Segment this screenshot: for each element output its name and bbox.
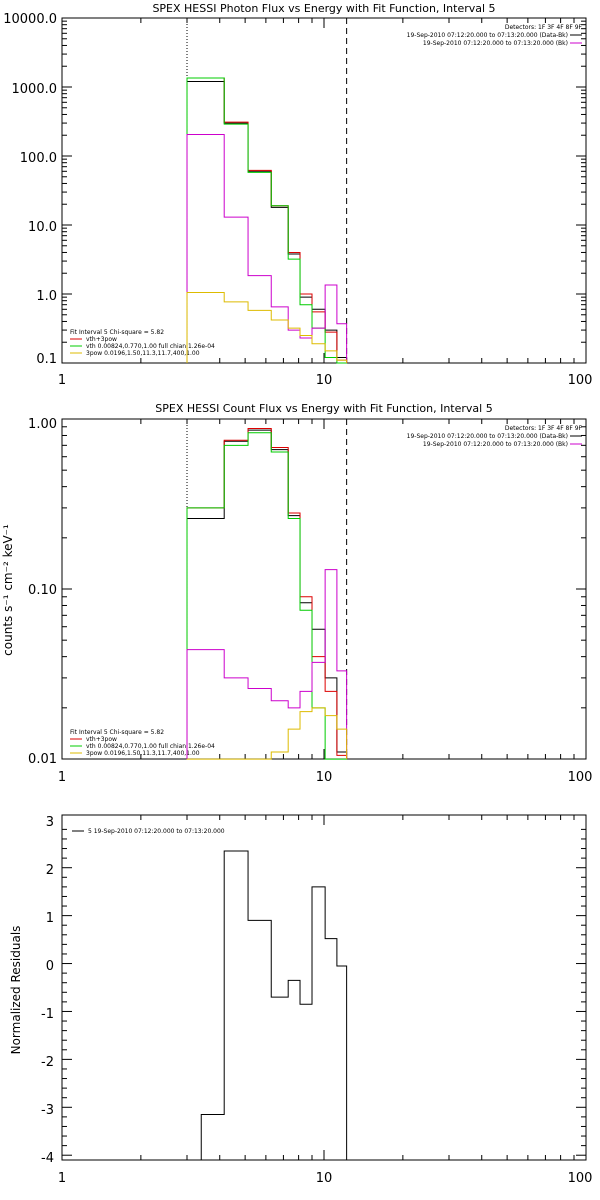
count-y-tick-label: 0.10 xyxy=(28,583,57,598)
residuals-y-tick-label: -1 xyxy=(41,1007,54,1022)
residuals-y-tick-label: 1 xyxy=(46,911,54,926)
photon-bk-interval-label: 19-Sep-2010 07:12:20.000 to 07:13:20.000… xyxy=(423,40,568,47)
photon-fit-header: Fit Interval 5 Chi-square = 5.82 xyxy=(70,329,164,336)
photon-fit-total-label: vth+3pow xyxy=(86,336,117,343)
count-y-tick-labels: 1.00 0.10 0.01 xyxy=(28,417,57,767)
count-info-legend: Detectors: 1F 3F 4F 8F 9F 19-Sep-2010 07… xyxy=(407,425,583,448)
photon-series-group xyxy=(186,77,348,364)
count-bk-interval-label: 19-Sep-2010 07:12:20.000 to 07:13:20.000… xyxy=(423,441,568,448)
count-x-tick-label: 1 xyxy=(58,770,66,785)
count-series-2-line xyxy=(186,432,348,760)
photon-y-tick-label: 10.0 xyxy=(28,220,57,235)
photon-y-tick-label: 1.0 xyxy=(36,289,57,304)
residuals-plot-frame xyxy=(61,814,587,1161)
count-series-group xyxy=(186,427,348,760)
photon-y-tick-label: 1000.0 xyxy=(12,82,58,97)
photon-fit-vth-label: vth 0.00824,0.770,1.00 full chian 1.26e-… xyxy=(86,343,215,350)
residuals-panel: Normalized Residuals 3 2 1 0 -1 -2 -3 -4… xyxy=(9,814,593,1186)
count-x-tick-label: 10 xyxy=(316,770,333,785)
photon-series-0-line xyxy=(186,81,348,363)
residuals-x-ticks xyxy=(61,815,587,1160)
residuals-y-tick-label: -4 xyxy=(41,1151,54,1166)
residuals-x-tick-label: 10 xyxy=(316,1171,333,1186)
photon-x-tick-label: 1 xyxy=(58,373,66,388)
residuals-y-tick-labels: 3 2 1 0 -1 -2 -3 -4 xyxy=(41,815,54,1166)
count-series-4-line xyxy=(186,707,348,760)
residuals-series-0-line xyxy=(187,850,348,1161)
photon-series-3-line xyxy=(186,133,348,363)
residuals-y-tick-label: 2 xyxy=(46,863,54,878)
count-y-tick-label: 1.00 xyxy=(28,417,57,432)
residuals-series-group xyxy=(187,850,348,1161)
residuals-x-tick-labels: 1 10 100 xyxy=(58,1171,593,1186)
photon-series-1-line xyxy=(186,77,348,363)
residuals-y-tick-label: 3 xyxy=(46,815,54,830)
count-fit-vth-label: vth 0.00824,0.770,1.00 full chian 1.26e-… xyxy=(86,743,215,750)
residuals-y-tick-label: 0 xyxy=(46,959,54,974)
count-data-interval-label: 19-Sep-2010 07:12:20.000 to 07:13:20.000… xyxy=(407,433,568,440)
photon-y-tick-label: 0.1 xyxy=(36,352,57,367)
photon-x-ticks xyxy=(61,18,587,363)
count-fit-3pow-label: 3pow 0.0196,1.50,11.3,11.7,400,1.00 xyxy=(86,750,200,757)
photon-fit-legend: Fit Interval 5 Chi-square = 5.82 vth+3po… xyxy=(70,329,215,357)
photon-fit-3pow-label: 3pow 0.0196,1.50,11.3,11.7,400,1.00 xyxy=(86,350,200,357)
count-series-1-line xyxy=(186,427,348,759)
photon-data-interval-label: 19-Sep-2010 07:12:20.000 to 07:13:20.000… xyxy=(407,32,568,39)
residuals-x-tick-label: 1 xyxy=(58,1171,66,1186)
photon-series-4-line xyxy=(186,292,348,363)
residuals-legend-label: 5 19-Sep-2010 07:12:20.000 to 07:13:20.0… xyxy=(88,828,225,835)
count-fit-header: Fit Interval 5 Chi-square = 5.82 xyxy=(70,729,164,736)
count-series-3-line xyxy=(186,569,348,759)
count-y-axis-label: counts s⁻¹ cm⁻² keV⁻¹ xyxy=(1,524,15,656)
residuals-y-ticks xyxy=(62,828,586,1156)
residuals-y-tick-label: -3 xyxy=(41,1103,54,1118)
count-detectors-label: Detectors: 1F 3F 4F 8F 9F xyxy=(505,425,583,432)
photon-x-tick-label: 10 xyxy=(316,373,333,388)
photon-series-2-line xyxy=(186,77,348,364)
count-flux-panel: SPEX HESSI Count Flux vs Energy with Fit… xyxy=(1,402,592,785)
photon-chart-title: SPEX HESSI Photon Flux vs Energy with Fi… xyxy=(152,2,495,15)
photon-detectors-label: Detectors: 1F 3F 4F 8F 9F xyxy=(505,24,583,31)
residuals-x-tick-label: 100 xyxy=(568,1171,593,1186)
count-fit-total-label: vth+3pow xyxy=(86,736,117,743)
count-x-tick-labels: 1 10 100 xyxy=(58,770,593,785)
photon-info-legend: Detectors: 1F 3F 4F 8F 9F 19-Sep-2010 07… xyxy=(407,24,583,47)
residuals-y-tick-label: -2 xyxy=(41,1055,54,1070)
photon-y-tick-label: 100.0 xyxy=(20,151,57,166)
photon-plot-frame xyxy=(61,17,587,364)
photon-y-tick-label: 10000.0 xyxy=(3,12,57,27)
count-x-tick-label: 100 xyxy=(568,770,593,785)
photon-y-tick-labels: 10000.0 1000.0 100.0 10.0 1.0 0.1 xyxy=(3,12,57,367)
photon-flux-panel: SPEX HESSI Photon Flux vs Energy with Fi… xyxy=(3,2,592,388)
count-series-0-line xyxy=(186,429,348,759)
count-y-tick-label: 0.01 xyxy=(28,752,57,767)
residuals-y-axis-label: Normalized Residuals xyxy=(9,926,23,1055)
photon-y-ticks xyxy=(62,17,586,364)
count-y-ticks xyxy=(62,418,586,760)
residuals-legend: 5 19-Sep-2010 07:12:20.000 to 07:13:20.0… xyxy=(72,828,225,835)
photon-x-tick-label: 100 xyxy=(568,373,593,388)
count-chart-title: SPEX HESSI Count Flux vs Energy with Fit… xyxy=(155,402,492,415)
photon-x-tick-labels: 1 10 100 xyxy=(58,373,593,388)
count-fit-legend: Fit Interval 5 Chi-square = 5.82 vth+3po… xyxy=(70,729,215,757)
